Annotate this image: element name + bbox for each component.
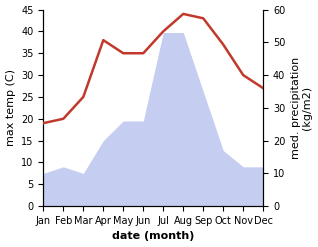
X-axis label: date (month): date (month) bbox=[112, 231, 194, 242]
Y-axis label: max temp (C): max temp (C) bbox=[5, 69, 16, 146]
Y-axis label: med. precipitation
(kg/m2): med. precipitation (kg/m2) bbox=[291, 57, 313, 159]
